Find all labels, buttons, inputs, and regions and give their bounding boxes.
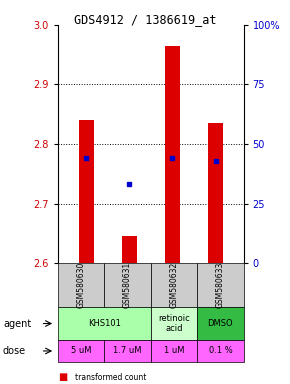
Text: agent: agent bbox=[3, 318, 31, 329]
Text: GSM580633: GSM580633 bbox=[216, 262, 225, 308]
Bar bbox=[79, 120, 94, 263]
Text: ■: ■ bbox=[58, 372, 67, 382]
Bar bbox=[122, 236, 137, 263]
Text: GSM580630: GSM580630 bbox=[77, 262, 86, 308]
Bar bbox=[165, 46, 180, 263]
Text: 0.1 %: 0.1 % bbox=[209, 346, 232, 356]
Text: retinoic
acid: retinoic acid bbox=[158, 314, 190, 333]
Text: 1.7 uM: 1.7 uM bbox=[113, 346, 142, 356]
Text: GDS4912 / 1386619_at: GDS4912 / 1386619_at bbox=[74, 13, 216, 26]
Text: GSM580631: GSM580631 bbox=[123, 262, 132, 308]
Bar bbox=[208, 123, 223, 263]
Text: dose: dose bbox=[3, 346, 26, 356]
Text: KHS101: KHS101 bbox=[88, 319, 121, 328]
Text: transformed count: transformed count bbox=[75, 373, 147, 382]
Text: 5 uM: 5 uM bbox=[71, 346, 91, 356]
Text: GSM580632: GSM580632 bbox=[169, 262, 179, 308]
Text: 1 uM: 1 uM bbox=[164, 346, 184, 356]
Text: DMSO: DMSO bbox=[208, 319, 233, 328]
